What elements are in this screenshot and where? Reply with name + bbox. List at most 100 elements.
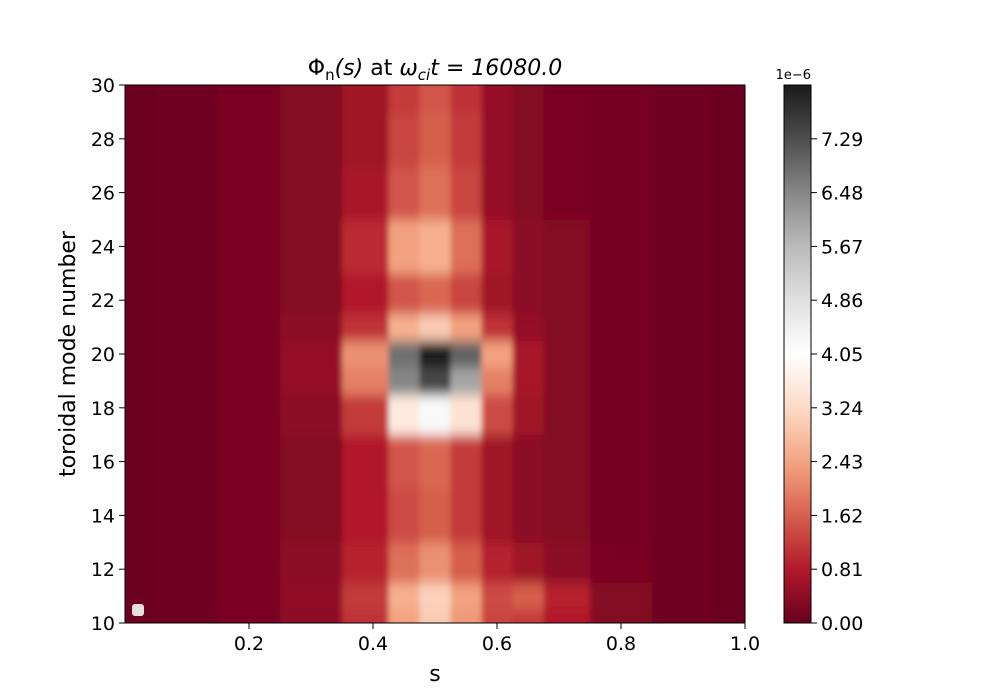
heatmap-cell (512, 434, 544, 489)
heatmap-cell (280, 340, 343, 368)
heatmap-cell (342, 273, 389, 315)
heatmap-cell (512, 165, 544, 220)
heatmap-cell (543, 609, 591, 623)
heatmap-cell (342, 394, 389, 436)
heatmap-cell (481, 434, 513, 489)
heatmap-cell (481, 219, 513, 274)
heatmap-cell (714, 367, 745, 395)
y-tick-label: 22 (91, 290, 115, 312)
x-tick-label: 0.4 (358, 633, 388, 655)
y-tick-label: 24 (91, 236, 115, 258)
heatmap-cell (512, 609, 544, 623)
heatmap-cell (156, 582, 219, 611)
heatmap-cell (388, 85, 420, 113)
heatmap-cell (481, 273, 513, 315)
heatmap-cell (652, 542, 715, 584)
heatmap-cell (125, 313, 157, 342)
heatmap-cell (590, 394, 653, 436)
heatmap-cell (419, 111, 451, 167)
heatmap-cell (590, 111, 653, 167)
heatmap-cell (342, 434, 389, 489)
y-tick-label: 14 (91, 505, 115, 527)
heatmap-cell (419, 340, 451, 368)
heatmap-cell (218, 165, 281, 220)
heatmap-cell (714, 273, 745, 315)
heatmap-cell (481, 367, 513, 395)
heatmap-cell (714, 85, 745, 113)
heatmap-cell (388, 488, 420, 543)
heatmap-cell (714, 111, 745, 167)
heatmap-cell (543, 165, 591, 220)
heatmap-cell (512, 542, 544, 584)
heatmap-cell (125, 488, 157, 543)
colorbar-tick-label: 6.48 (821, 183, 863, 205)
heatmap-cell (388, 340, 420, 368)
heatmap-cell (156, 434, 219, 489)
heatmap-cell (481, 85, 513, 113)
heatmap-cell (419, 367, 451, 395)
heatmap-cell (388, 313, 420, 342)
heatmap-cell (450, 165, 482, 220)
heatmap-cell (156, 111, 219, 167)
heatmap-cell (481, 488, 513, 543)
heatmap-cell (388, 367, 420, 395)
heatmap-cell (450, 488, 482, 543)
heatmap-cell (481, 111, 513, 167)
heatmap-cell (218, 340, 281, 368)
x-axis-ticks: 0.2 0.4 0.6 0.8 1.0 (234, 623, 760, 655)
heatmap-cell (125, 165, 157, 220)
heatmap-cell (481, 394, 513, 436)
heatmap-cell (543, 488, 591, 543)
chart-title: Φn(s) at ωcit = 16080.0 (308, 56, 562, 84)
heatmap-cell (714, 609, 745, 623)
heatmap-cell (280, 219, 343, 274)
heatmap-cell (543, 542, 591, 584)
x-tick-label: 1.0 (730, 633, 760, 655)
heatmap-cell (450, 434, 482, 489)
heatmap-cell (450, 394, 482, 436)
heatmap-cell (280, 165, 343, 220)
heatmap-cell (652, 111, 715, 167)
heatmap-cell (450, 85, 482, 113)
heatmap-cell (156, 85, 219, 113)
heatmap-cell (218, 219, 281, 274)
heatmap-cell (543, 582, 591, 611)
heatmap-cell (543, 340, 591, 368)
heatmap-cell (543, 111, 591, 167)
x-axis-label: s (429, 662, 440, 687)
heatmap-cell (388, 609, 420, 623)
heatmap-cell (512, 85, 544, 113)
heatmap-cell (388, 219, 420, 274)
heatmap-cell (280, 85, 343, 113)
heatmap-cell (218, 434, 281, 489)
heatmap-plot (125, 85, 745, 623)
heatmap-cell (590, 273, 653, 315)
heatmap-cell (714, 582, 745, 611)
heatmap-cell (218, 542, 281, 584)
y-tick-label: 28 (91, 129, 115, 151)
heatmap-cell (342, 582, 389, 611)
heatmap-cell (156, 273, 219, 315)
heatmap-cell (419, 582, 451, 611)
colorbar-tick-label: 4.05 (821, 344, 863, 366)
heatmap-cell (280, 582, 343, 611)
heatmap-cell (512, 367, 544, 395)
heatmap-cell (218, 85, 281, 113)
x-tick-label: 0.8 (606, 633, 636, 655)
heatmap-cell (156, 340, 219, 368)
heatmap-cell (590, 340, 653, 368)
heatmap-cell (342, 219, 389, 274)
heatmap-cell (280, 434, 343, 489)
y-tick-label: 26 (91, 183, 115, 205)
heatmap-cell (218, 394, 281, 436)
heatmap-cell (652, 394, 715, 436)
heatmap-cell (714, 313, 745, 342)
colorbar-tick-label: 0.81 (821, 559, 863, 581)
heatmap-cell (419, 219, 451, 274)
heatmap-cell (388, 582, 420, 611)
heatmap-cell (388, 273, 420, 315)
heatmap-cell (342, 165, 389, 220)
heatmap-cell (125, 542, 157, 584)
heatmap-cell (419, 609, 451, 623)
